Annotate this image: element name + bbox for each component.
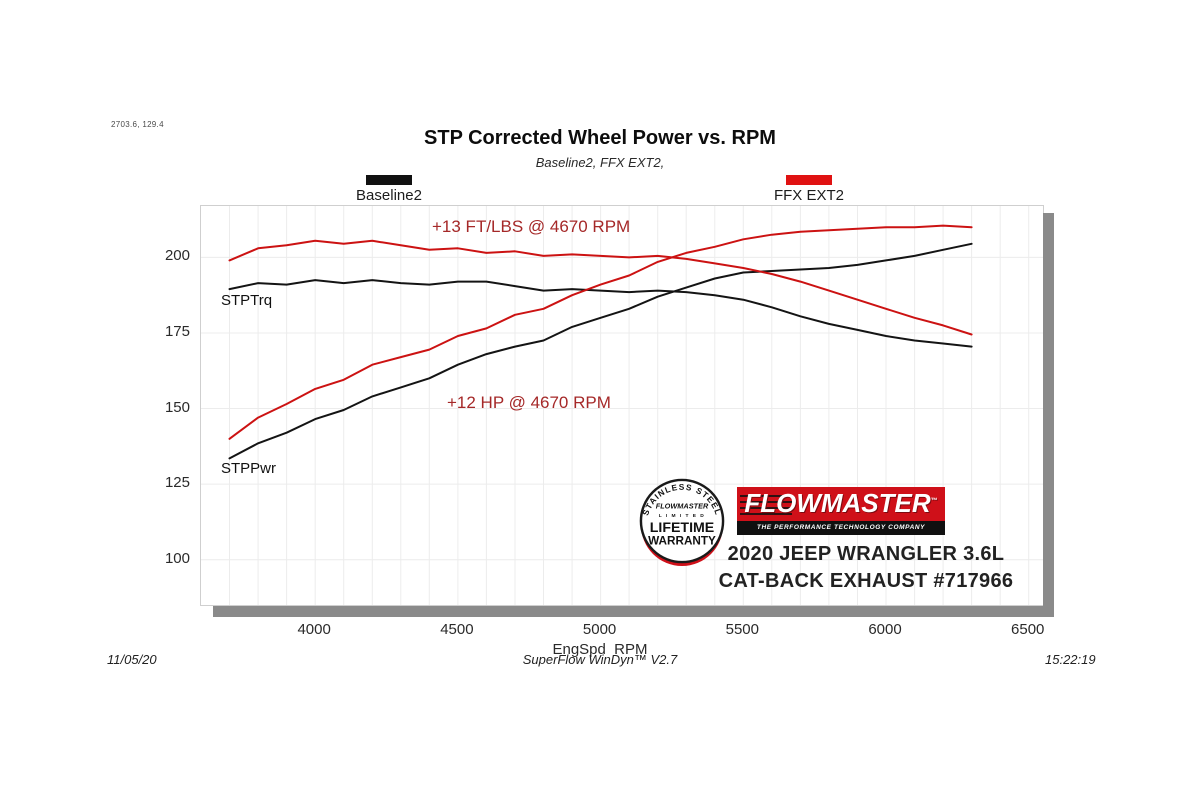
badge-limited-text: L I M I T E D	[659, 513, 706, 519]
x-tick-label: 6000	[868, 621, 902, 638]
footer-software: SuperFlow WinDyn™ V2.7	[522, 652, 678, 667]
vehicle-description-line2: CAT-BACK EXHAUST #717966	[718, 570, 1014, 592]
vehicle-description-line1: 2020 JEEP WRANGLER 3.6L	[727, 543, 1005, 565]
flowmaster-logo-text: FLOWMASTER	[744, 488, 931, 518]
y-tick-label: 150	[164, 398, 190, 416]
chart-subtitle: Baseline2, FFX EXT2,	[535, 155, 665, 170]
legend-swatch-ffx-ext2	[786, 175, 832, 185]
y-tick-label: 200	[164, 247, 190, 265]
legend-swatch-baseline2	[366, 175, 412, 185]
x-tick-label: 4000	[297, 621, 331, 638]
curve-ffx-ext2-stppwr	[228, 224, 973, 440]
footer-time: 15:22:19	[1045, 652, 1096, 667]
badge-lifetime-text: LIFETIME	[650, 520, 714, 536]
flowmaster-logo-speed-stripes	[740, 491, 792, 517]
cursor-readout: 2703.6, 129.4	[111, 120, 164, 129]
lifetime-warranty-badge: STAINLESS STEEL FLOWMASTER L I M I T E D…	[639, 478, 725, 566]
plot-shadow-bottom	[213, 606, 1054, 617]
power-gain-annotation: +12 HP @ 4670 RPM	[447, 393, 611, 412]
y-tick-label: 175	[164, 322, 190, 340]
y-tick-label: 100	[164, 549, 190, 567]
legend-entry-ffx-ext2: FFX EXT2	[749, 175, 869, 204]
badge-circle	[639, 478, 725, 564]
footer-date: 11/05/20	[107, 652, 157, 667]
x-tick-label: 5500	[725, 621, 759, 638]
x-tick-label: 4500	[440, 621, 474, 638]
plot-area	[200, 205, 1044, 606]
curve-ffx-ext2-stptrq	[228, 239, 973, 336]
plot-svg	[201, 206, 1043, 605]
x-axis-title: EngSpd RPM	[552, 641, 648, 658]
torque-gain-annotation: +13 FT/LBS @ 4670 RPM	[432, 217, 631, 236]
plot-shadow-right	[1043, 213, 1054, 614]
flowmaster-logo: FLOWMASTER™ THE PERFORMANCE TECHNOLOGY C…	[737, 487, 945, 535]
curve-baseline2-stppwr	[228, 242, 973, 460]
curve-baseline2-stptrq	[228, 279, 973, 348]
torque-curve-label: STPTrq	[221, 292, 273, 309]
trademark-symbol: ™	[930, 497, 938, 505]
flowmaster-logo-tagline: THE PERFORMANCE TECHNOLOGY COMPANY	[756, 524, 926, 531]
power-curve-label: STPPwr	[221, 460, 277, 477]
legend-label-baseline2: Baseline2	[356, 187, 422, 204]
chart-title: STP Corrected Wheel Power vs. RPM	[424, 127, 776, 149]
badge-brand-text: FLOWMASTER	[656, 501, 709, 510]
flowmaster-logo-wordmark: FLOWMASTER™	[737, 488, 945, 519]
flowmaster-logo-black-band	[737, 521, 945, 535]
legend-label-ffx-ext2: FFX EXT2	[773, 187, 844, 204]
x-tick-label: 5000	[582, 621, 617, 638]
badge-warranty-text: WARRANTY	[648, 534, 716, 547]
y-tick-label: 125	[164, 474, 190, 492]
legend-entry-baseline2: Baseline2	[329, 175, 449, 204]
x-tick-label: 6500	[1011, 621, 1045, 638]
